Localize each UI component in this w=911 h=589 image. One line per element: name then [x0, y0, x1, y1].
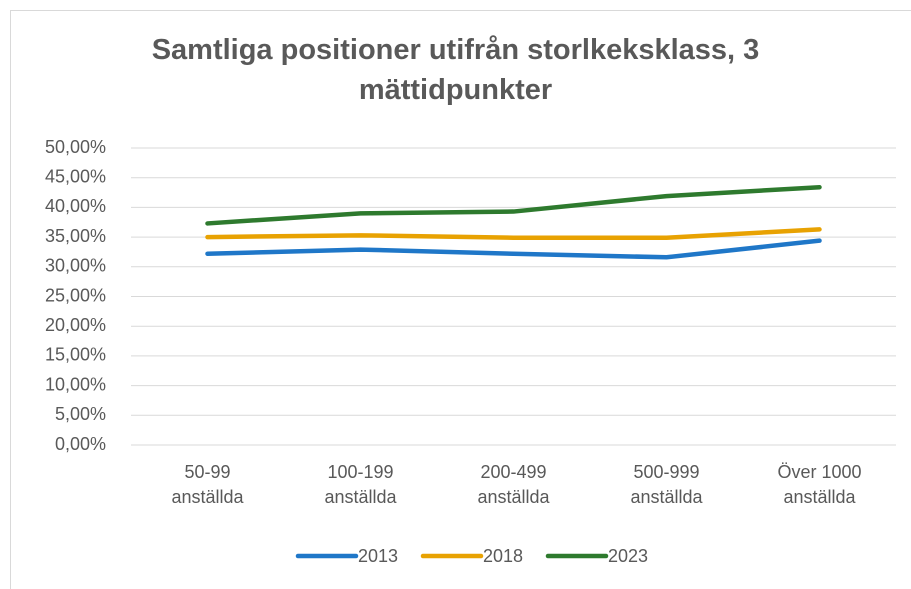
y-tick-label: 50,00%: [45, 137, 106, 157]
y-tick-label: 20,00%: [45, 315, 106, 335]
y-tick-label: 30,00%: [45, 256, 106, 276]
series-line: [205, 238, 822, 260]
y-tick-label: 10,00%: [45, 374, 106, 394]
x-tick-label: Över 1000 anställda: [777, 462, 862, 507]
chart-title: Samtliga positioner utifrån storlkekskla…: [151, 34, 760, 106]
y-tick-label: 15,00%: [45, 345, 106, 365]
y-tick-label: 25,00%: [45, 285, 106, 305]
x-tick-label: 100-199 anställda: [324, 462, 397, 507]
y-tick-label: 40,00%: [45, 196, 106, 216]
x-tick-label: 200-499 anställda: [477, 462, 550, 507]
y-tick-label: 5,00%: [55, 404, 106, 424]
x-tick-label: 50-99 anställda: [171, 462, 244, 507]
x-tick-label: 500-999 anställda: [630, 462, 703, 507]
legend-label: 2023: [608, 546, 648, 566]
chart-border: [10, 10, 911, 589]
series-line: [205, 227, 822, 240]
series-line: [205, 184, 822, 226]
legend-label: 2018: [483, 546, 523, 566]
y-tick-label: 35,00%: [45, 226, 106, 246]
legend-label: 2013: [358, 546, 398, 566]
y-tick-label: 45,00%: [45, 166, 106, 186]
y-tick-label: 0,00%: [55, 434, 106, 454]
